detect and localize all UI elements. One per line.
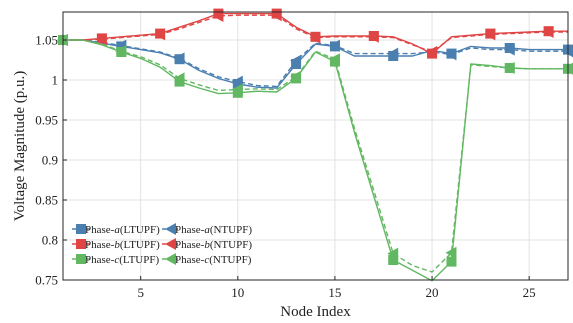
legend-label: Phase-a(NTUPF) [175, 224, 252, 236]
legend-marker [165, 223, 176, 235]
series-line [63, 39, 568, 88]
legend-marker [76, 254, 86, 264]
legend-entry: Phase-c(NTUPF) [162, 253, 252, 266]
legend-label: Phase-b(NTUPF) [175, 239, 252, 251]
series-line [63, 14, 568, 53]
y-tick-label: 1.05 [35, 33, 58, 48]
data-point [388, 255, 399, 265]
data-point [445, 246, 457, 259]
legend-marker [165, 238, 176, 250]
legend-entry: Phase-a(LTUPF) [72, 224, 160, 236]
data-point [503, 43, 515, 56]
data-point [445, 48, 457, 61]
y-tick-label: 0.85 [35, 193, 58, 208]
data-point [173, 52, 185, 65]
data-point [387, 247, 399, 260]
data-point [426, 46, 438, 58]
data-point [387, 47, 399, 60]
y-tick-label: 0.9 [42, 153, 58, 168]
data-point [542, 26, 554, 38]
y-tick-label: 0.95 [35, 113, 58, 128]
y-tick-label: 0.8 [42, 233, 58, 248]
x-axis-title: Node Index [280, 304, 351, 320]
x-tick-label: 10 [231, 285, 244, 300]
plot-background [63, 12, 568, 280]
legend-label: Phase-a(LTUPF) [85, 224, 160, 236]
x-tick-label: 20 [426, 285, 439, 300]
x-tick-label: 5 [137, 285, 144, 300]
y-axis-title: Voltage Magnitude (p.u.) [12, 71, 28, 222]
data-point [290, 54, 302, 67]
series-layer [57, 8, 573, 282]
data-point [446, 256, 457, 267]
data-point [328, 53, 340, 66]
legend-label: Phase-b(LTUPF) [85, 239, 160, 251]
legend-label: Phase-c(NTUPF) [175, 254, 252, 266]
legend-entry: Phase-b(LTUPF) [72, 239, 160, 251]
data-point [484, 28, 496, 41]
data-point [173, 72, 185, 85]
legend-marker [165, 253, 176, 265]
legend-label: Phase-c(LTUPF) [85, 254, 159, 266]
plot-frame [62, 11, 569, 281]
legend-entry: Phase-b(NTUPF) [162, 238, 252, 251]
legend-entry: Phase-a(NTUPF) [162, 223, 252, 236]
y-tick-label: 0.75 [35, 273, 58, 288]
data-point [212, 10, 224, 22]
data-point [231, 83, 243, 96]
data-point [231, 75, 243, 88]
legend-marker [76, 239, 86, 249]
data-point [503, 62, 515, 74]
x-tick-label: 25 [523, 285, 536, 300]
axis-ticks: 5 10 15 20 25 0.75 0.8 0.85 0.9 0.95 1 1.05 [35, 33, 535, 301]
data-point [328, 39, 340, 52]
legend: Phase-a(LTUPF) Phase-a(NTUPF) Phase-b(LTUP… [72, 223, 252, 266]
data-point [367, 30, 379, 43]
data-point [95, 33, 107, 46]
data-point [154, 28, 166, 41]
series-line [63, 39, 568, 282]
legend-marker [76, 224, 86, 234]
y-tick-label: 1 [52, 73, 59, 88]
data-point [115, 45, 127, 58]
legend-entry: Phase-c(LTUPF) [72, 254, 159, 266]
data-point [290, 70, 302, 83]
series-line [63, 39, 568, 89]
data-point [309, 31, 321, 44]
x-tick-label: 15 [328, 285, 341, 300]
